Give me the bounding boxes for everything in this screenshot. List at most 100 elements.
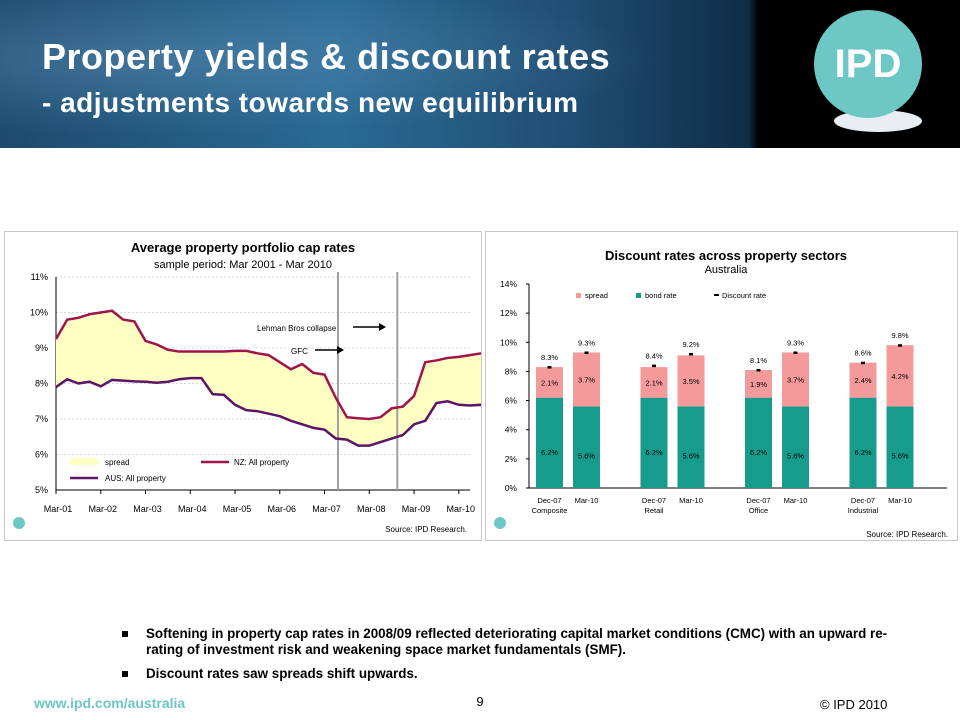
x-tick-label: Dec-07	[537, 496, 561, 505]
bar-bond-rate	[677, 406, 705, 488]
bond-data-label: 6.2%	[645, 448, 662, 457]
y-tick-label: 5%	[35, 485, 48, 495]
annotation-gfc: GFC	[291, 347, 308, 356]
x-tick-label: Mar-02	[88, 504, 117, 514]
y-tick-label: 14%	[500, 279, 517, 289]
x-tick-label: Mar-08	[357, 504, 386, 514]
nz-series-line	[54, 309, 482, 421]
legend-label-bond: bond rate	[645, 291, 677, 300]
bond-data-label: 6.2%	[750, 448, 767, 457]
cap-rates-chart-panel: Average property portfolio cap rates samp…	[4, 231, 482, 541]
spread-data-label: 3.7%	[787, 375, 804, 384]
legend-swatch-spread	[576, 293, 581, 298]
lehman-arrowhead-icon	[379, 323, 386, 331]
spread-data-label: 4.2%	[891, 372, 908, 381]
bullet-text: Softening in property cap rates in 2008/…	[146, 626, 888, 657]
footer-url-link[interactable]: www.ipd.com/australia	[34, 695, 186, 711]
bar-bond-rate	[573, 406, 600, 488]
x-tick-label: Mar-05	[223, 504, 252, 514]
bar-spread	[886, 345, 914, 407]
bond-data-label: 5.6%	[891, 451, 908, 460]
bar-spread	[745, 369, 772, 398]
x-tick-label: Mar-10	[888, 496, 912, 505]
ipd-logo: IPD	[814, 10, 922, 118]
total-data-label: 9.2%	[682, 340, 699, 349]
chart-title: Discount rates across property sectors	[605, 248, 847, 263]
sector-label: Retail	[644, 506, 664, 515]
bond-data-label: 6.2%	[541, 448, 558, 457]
bond-data-label: 5.6%	[682, 451, 699, 460]
bar-spread	[536, 367, 563, 398]
page-number: 9	[476, 694, 484, 709]
y-tick-label: 7%	[35, 414, 48, 424]
legend-swatch-bond	[636, 293, 641, 298]
discount-rate-marker	[652, 364, 656, 368]
discount-rate-marker	[547, 366, 552, 369]
bullet-item: Softening in property cap rates in 2008/…	[118, 626, 918, 658]
bar-bond-rate	[640, 397, 668, 488]
bar-bond-rate	[849, 397, 877, 488]
y-tick-label: 6%	[505, 396, 518, 406]
aus-series-line	[55, 376, 482, 447]
slide-title: Property yields & discount rates	[42, 36, 611, 77]
x-tick-label: Dec-07	[746, 496, 770, 505]
x-tick-label: Mar-03	[133, 504, 162, 514]
header-background-map	[0, 0, 755, 148]
total-data-label: 9.8%	[891, 331, 908, 340]
y-tick-label: 4%	[505, 425, 518, 435]
x-tick-label: Dec-07	[642, 496, 666, 505]
gfc-arrowhead-icon	[337, 346, 344, 354]
annotation-lehman: Lehman Bros collapse	[257, 324, 337, 333]
bullet-item: Discount rates saw spreads shift upwards…	[118, 666, 918, 682]
bond-data-label: 5.6%	[578, 451, 595, 460]
bullet-square-icon	[122, 631, 128, 637]
legend-label-aus: AUS: All property	[105, 474, 166, 483]
spread-data-label: 2.1%	[645, 378, 662, 387]
chart-subtitle: Australia	[705, 264, 749, 276]
legend-label-spread: spread	[105, 458, 129, 467]
discount-rates-chart-panel: Discount rates across property sectors Au…	[485, 231, 958, 541]
bond-data-label: 6.2%	[854, 448, 871, 457]
x-tick-label: Mar-10	[575, 496, 599, 505]
y-tick-label: 9%	[35, 343, 48, 353]
y-tick-label: 10%	[30, 308, 48, 318]
y-tick-label: 8%	[35, 379, 48, 389]
bullet-square-icon	[122, 671, 128, 677]
bar-bond-rate	[745, 397, 772, 488]
x-tick-label: Mar-01	[44, 504, 73, 514]
total-data-label: 8.3%	[541, 353, 558, 362]
cap-rates-chart: Average property portfolio cap rates samp…	[13, 240, 482, 534]
x-tick-label: Mar-04	[178, 504, 207, 514]
slide-header: Property yields & discount rates - adjus…	[0, 0, 960, 148]
bullet-text: Discount rates saw spreads shift upwards…	[146, 666, 418, 681]
y-tick-label: 12%	[500, 308, 517, 318]
spread-area	[56, 310, 482, 446]
x-tick-label: Mar-09	[402, 504, 431, 514]
total-data-label: 9.3%	[578, 338, 595, 347]
ipd-mini-logo-icon	[494, 517, 506, 529]
slide-subtitle: - adjustments towards new equilibrium	[42, 87, 579, 118]
y-tick-label: 8%	[505, 366, 518, 376]
discount-rate-marker	[756, 368, 761, 372]
total-data-label: 8.4%	[645, 352, 662, 361]
y-tick-label: 11%	[31, 272, 48, 282]
chart-title: Average property portfolio cap rates	[131, 240, 355, 255]
copyright: © IPD 2010	[820, 697, 888, 712]
spread-data-label: 2.1%	[541, 378, 558, 387]
bar-bond-rate	[782, 406, 809, 488]
bullet-list: Softening in property cap rates in 2008/…	[118, 626, 918, 690]
x-tick-label: Mar-10	[679, 496, 703, 505]
bar-spread	[849, 362, 877, 398]
x-tick-label: Mar-10	[784, 496, 808, 505]
discount-rate-marker	[898, 344, 902, 347]
total-data-label: 9.3%	[787, 338, 804, 347]
bond-data-label: 5.6%	[787, 451, 804, 460]
sector-label: Industrial	[848, 506, 879, 515]
discount-rate-marker	[689, 352, 693, 356]
x-tick-label: Mar-06	[268, 504, 297, 514]
discount-rate-marker	[793, 351, 798, 354]
total-data-label: 8.6%	[854, 349, 871, 358]
sector-label: Office	[749, 506, 768, 515]
bar-spread	[640, 367, 668, 398]
chart-source: Source: IPD Research.	[385, 525, 467, 534]
